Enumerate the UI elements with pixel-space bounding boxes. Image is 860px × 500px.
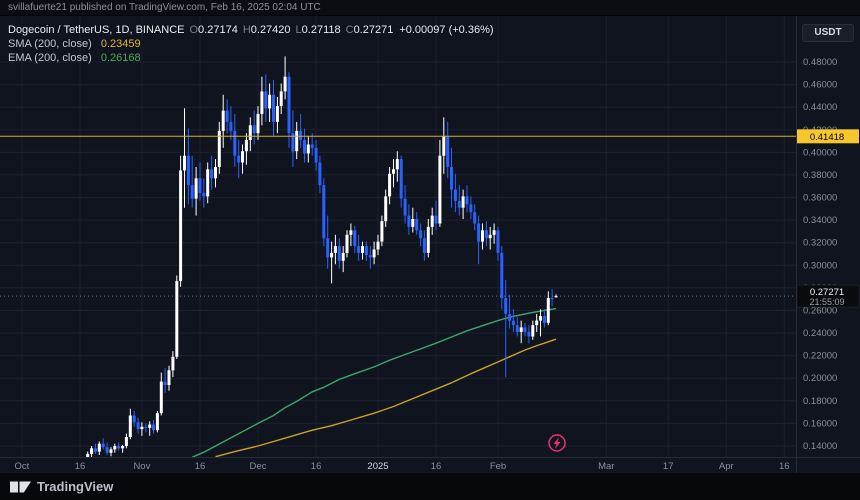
svg-text:0.48000: 0.48000 [803,57,837,68]
ema-200-line[interactable] [191,307,557,458]
grid [0,16,796,457]
candles [86,56,558,457]
high-label: H [242,24,251,36]
ema-value: 0.26168 [100,52,141,64]
close-label: C [345,24,354,36]
svg-text:0.14000: 0.14000 [803,441,837,452]
svg-text:16: 16 [779,461,790,472]
open-value: 0.27174 [198,24,238,36]
svg-text:17: 17 [663,461,674,472]
svg-text:0.46000: 0.46000 [803,80,837,91]
high-value: 0.27420 [250,24,291,36]
svg-text:Oct: Oct [15,461,30,472]
chart-container[interactable]: 0.480000.460000.440000.420000.400000.380… [0,16,860,473]
hline-price-label: 0.41418 [797,129,859,144]
svg-text:0.32000: 0.32000 [803,238,837,249]
svg-text:Mar: Mar [598,461,614,472]
svg-text:0.22000: 0.22000 [803,351,837,362]
svg-text:Dec: Dec [250,461,267,472]
sma-label[interactable]: SMA (200, close) [8,38,92,50]
indicator-row-sma[interactable]: SMA (200, close) 0.23459 [8,37,494,51]
chart-legend: Dogecoin / TetherUS, 1D, BINANCE O0.27174… [8,23,494,65]
flash-icon[interactable] [548,434,566,452]
svg-text:0.36000: 0.36000 [803,193,837,204]
sma-200-line[interactable] [215,338,557,457]
svg-text:Nov: Nov [133,461,150,472]
svg-text:0.34000: 0.34000 [803,215,837,226]
symbol-row[interactable]: Dogecoin / TetherUS, 1D, BINANCE O0.27174… [8,23,494,37]
footer-bar: TradingView [0,473,860,500]
tradingview-logo-text: TradingView [37,479,114,494]
ema-label[interactable]: EMA (200, close) [8,52,92,64]
tradingview-logo[interactable]: TradingView [10,479,113,494]
svg-text:0.38000: 0.38000 [803,170,837,181]
tradingview-logo-icon [10,481,31,492]
symbol-title[interactable]: Dogecoin / TetherUS, 1D, BINANCE [8,24,185,36]
svg-text:0.27271: 0.27271 [810,287,844,298]
svg-text:0.30000: 0.30000 [803,260,837,271]
currency-toggle-button[interactable]: USDT [802,24,854,42]
indicator-row-ema[interactable]: EMA (200, close) 0.26168 [8,51,494,65]
svg-text:0.26000: 0.26000 [803,306,837,317]
low-label: L [295,24,302,36]
change-value: +0.00097 (+0.36%) [399,24,494,36]
svg-text:0.16000: 0.16000 [803,418,837,429]
svg-text:0.41418: 0.41418 [810,132,844,143]
svg-text:0.20000: 0.20000 [803,373,837,384]
svg-text:0.18000: 0.18000 [803,396,837,407]
svg-text:0.44000: 0.44000 [803,102,837,113]
svg-text:16: 16 [431,461,442,472]
svg-text:Feb: Feb [490,461,506,472]
svg-text:16: 16 [75,461,86,472]
open-label: O [189,24,199,36]
svg-text:16: 16 [311,461,322,472]
price-chart[interactable]: 0.480000.460000.440000.420000.400000.380… [0,16,860,473]
svg-text:0.40000: 0.40000 [803,147,837,158]
svg-text:Apr: Apr [719,461,734,472]
price-axis[interactable]: 0.480000.460000.440000.420000.400000.380… [803,57,837,452]
publish-info-bar: svillafuerte21 published on TradingView.… [0,0,860,16]
close-value: 0.27271 [353,24,394,36]
svg-text:16: 16 [195,461,206,472]
svg-text:21:55:09: 21:55:09 [809,297,844,307]
time-axis[interactable]: Oct 16 Nov 16 Dec 16 2025 16 Feb Mar 17 Apr 16 [15,461,790,472]
low-value: 0.27118 [301,24,341,36]
sma-value: 0.23459 [100,38,141,50]
svg-text:2025: 2025 [367,461,388,472]
svg-text:0.24000: 0.24000 [803,328,837,339]
publish-info-text: svillafuerte21 published on TradingView.… [8,2,321,13]
